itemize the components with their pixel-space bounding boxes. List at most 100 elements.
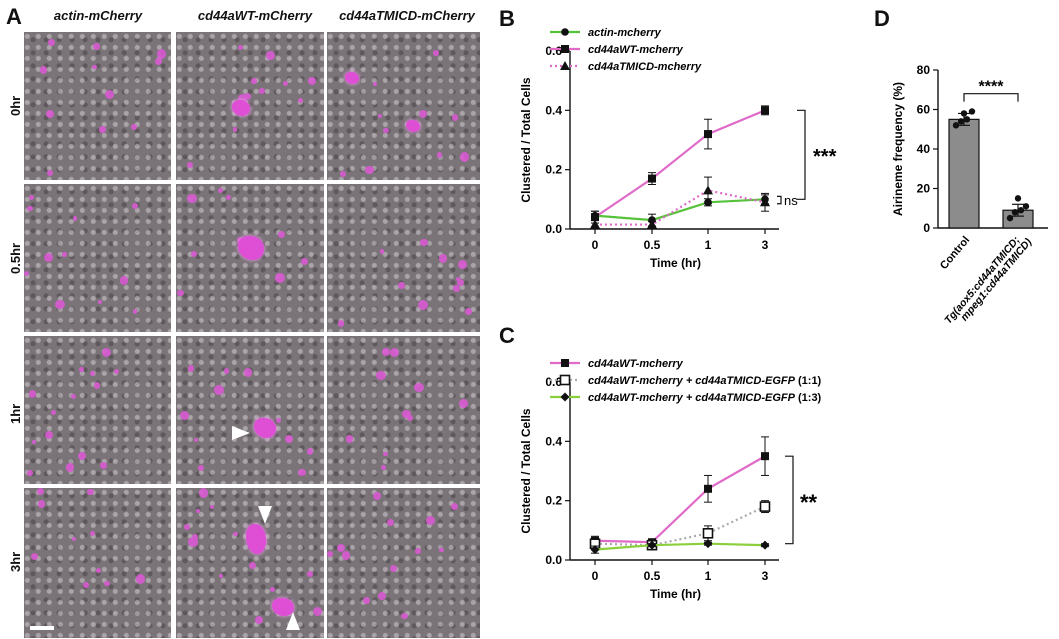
row-label-1hr: 1hr (8, 403, 23, 424)
mcherry-cell (414, 382, 424, 393)
significance-label: **** (979, 79, 1005, 96)
mcherry-cell (24, 271, 30, 277)
mcherry-cell (179, 411, 190, 421)
mcherry-cell (459, 152, 470, 163)
micrograph-r2-c2 (327, 336, 480, 484)
mcherry-cell (465, 308, 473, 315)
mcherry-cell (406, 415, 413, 422)
mcherry-cell (243, 368, 253, 377)
bar (948, 118, 980, 229)
mcherry-cell (51, 409, 57, 415)
mcherry-cell (90, 531, 96, 537)
mcherry-cell (62, 252, 67, 257)
data-point (703, 185, 713, 195)
mcherry-cell (65, 463, 75, 472)
data-point (1017, 207, 1025, 214)
legend-marker (561, 359, 569, 367)
mcherry-cell (275, 418, 281, 424)
series-line-0 (594, 198, 766, 222)
chart-panel-c: 0.0 0.2 0.4 0.6 0 0.5 1 3 Time (hr) Clustered / T… (519, 358, 822, 601)
mcherry-cell (418, 109, 428, 119)
significance-bracket (777, 195, 782, 205)
data-point (960, 110, 968, 117)
mcherry-cell (372, 492, 382, 501)
data-point (591, 213, 599, 222)
arrowhead-icon (232, 426, 250, 440)
y-tick-label: 20 (917, 182, 931, 196)
cell-cluster (246, 524, 266, 554)
mcherry-cell (232, 127, 238, 132)
series-line-0 (594, 455, 766, 544)
y-tick-label: 0.6 (545, 375, 562, 389)
column-header-actin: actin-mCherry (53, 8, 143, 23)
legend-marker (561, 45, 569, 53)
row-label-0-5hr: 0.5hr (8, 242, 23, 274)
data-point (704, 484, 712, 493)
cell-cluster (272, 598, 294, 616)
x-tick-label: mpeg1:cd44aTMICD) (958, 236, 1034, 324)
mcherry-cell (97, 300, 102, 305)
arrowhead-icon (258, 506, 272, 524)
mcherry-cell (307, 77, 316, 86)
mcherry-cell (36, 488, 44, 495)
mcherry-cell (45, 430, 54, 439)
panel-a-letter: A (6, 4, 22, 29)
data-point (1006, 214, 1014, 222)
mcherry-cell (188, 537, 198, 548)
scale-bar (30, 626, 54, 630)
mcherry-cell (90, 371, 96, 377)
mcherry-cell (28, 390, 36, 398)
mcherry-cell (132, 309, 138, 315)
legend-marker (561, 28, 569, 36)
data-point (1022, 203, 1030, 210)
mcherry-cell (218, 574, 223, 579)
y-tick-label: 0.0 (545, 222, 562, 236)
mcherry-cell (32, 439, 37, 444)
mcherry-cell (101, 347, 112, 358)
y-tick-label: 0.6 (545, 44, 562, 58)
data-point (704, 130, 712, 139)
mcherry-cell (191, 250, 198, 258)
legend-entry: cd44aWT-mcherry (588, 44, 684, 56)
mcherry-cell (270, 587, 275, 592)
y-tick-label: 0.4 (545, 434, 562, 448)
data-point (963, 116, 971, 123)
mcherry-cell (197, 464, 204, 471)
mcherry-cell (414, 548, 421, 554)
mcherry-cell (285, 435, 293, 443)
mcherry-cell (266, 51, 275, 60)
mcherry-cell (187, 365, 195, 372)
data-point (1014, 195, 1022, 202)
data-point (590, 545, 600, 555)
mcherry-cell (71, 394, 77, 400)
mcherry-cell (27, 205, 33, 212)
significance-bracket (797, 109, 806, 200)
cell-cluster (406, 120, 420, 132)
mcherry-cell (439, 548, 444, 553)
mcherry-cell (78, 452, 86, 460)
mcherry-cell (199, 488, 209, 498)
data-point (590, 219, 600, 229)
data-point (702, 528, 714, 539)
mcherry-cell (45, 110, 54, 119)
series-line-2 (594, 542, 766, 551)
data-point (647, 219, 657, 229)
mcherry-cell (436, 152, 443, 158)
mcherry-cell (191, 533, 198, 540)
mcherry-cell (99, 462, 107, 469)
mcherry-cell (259, 88, 265, 94)
x-tick-label: 3 (762, 238, 769, 252)
mcherry-cell (417, 300, 428, 311)
mcherry-cell (456, 278, 464, 286)
mcherry-cell (72, 216, 78, 221)
mcherry-cell (457, 260, 467, 270)
x-tick-label: 0 (592, 238, 599, 252)
x-tick-label: 0.5 (644, 569, 661, 583)
data-point (759, 501, 771, 512)
x-tick-label: 1 (705, 238, 712, 252)
data-point (760, 197, 770, 207)
row-label-3hr: 3hr (8, 551, 23, 572)
mcherry-cell (232, 531, 238, 537)
mcherry-cell (402, 409, 411, 419)
mcherry-cell (398, 282, 405, 289)
